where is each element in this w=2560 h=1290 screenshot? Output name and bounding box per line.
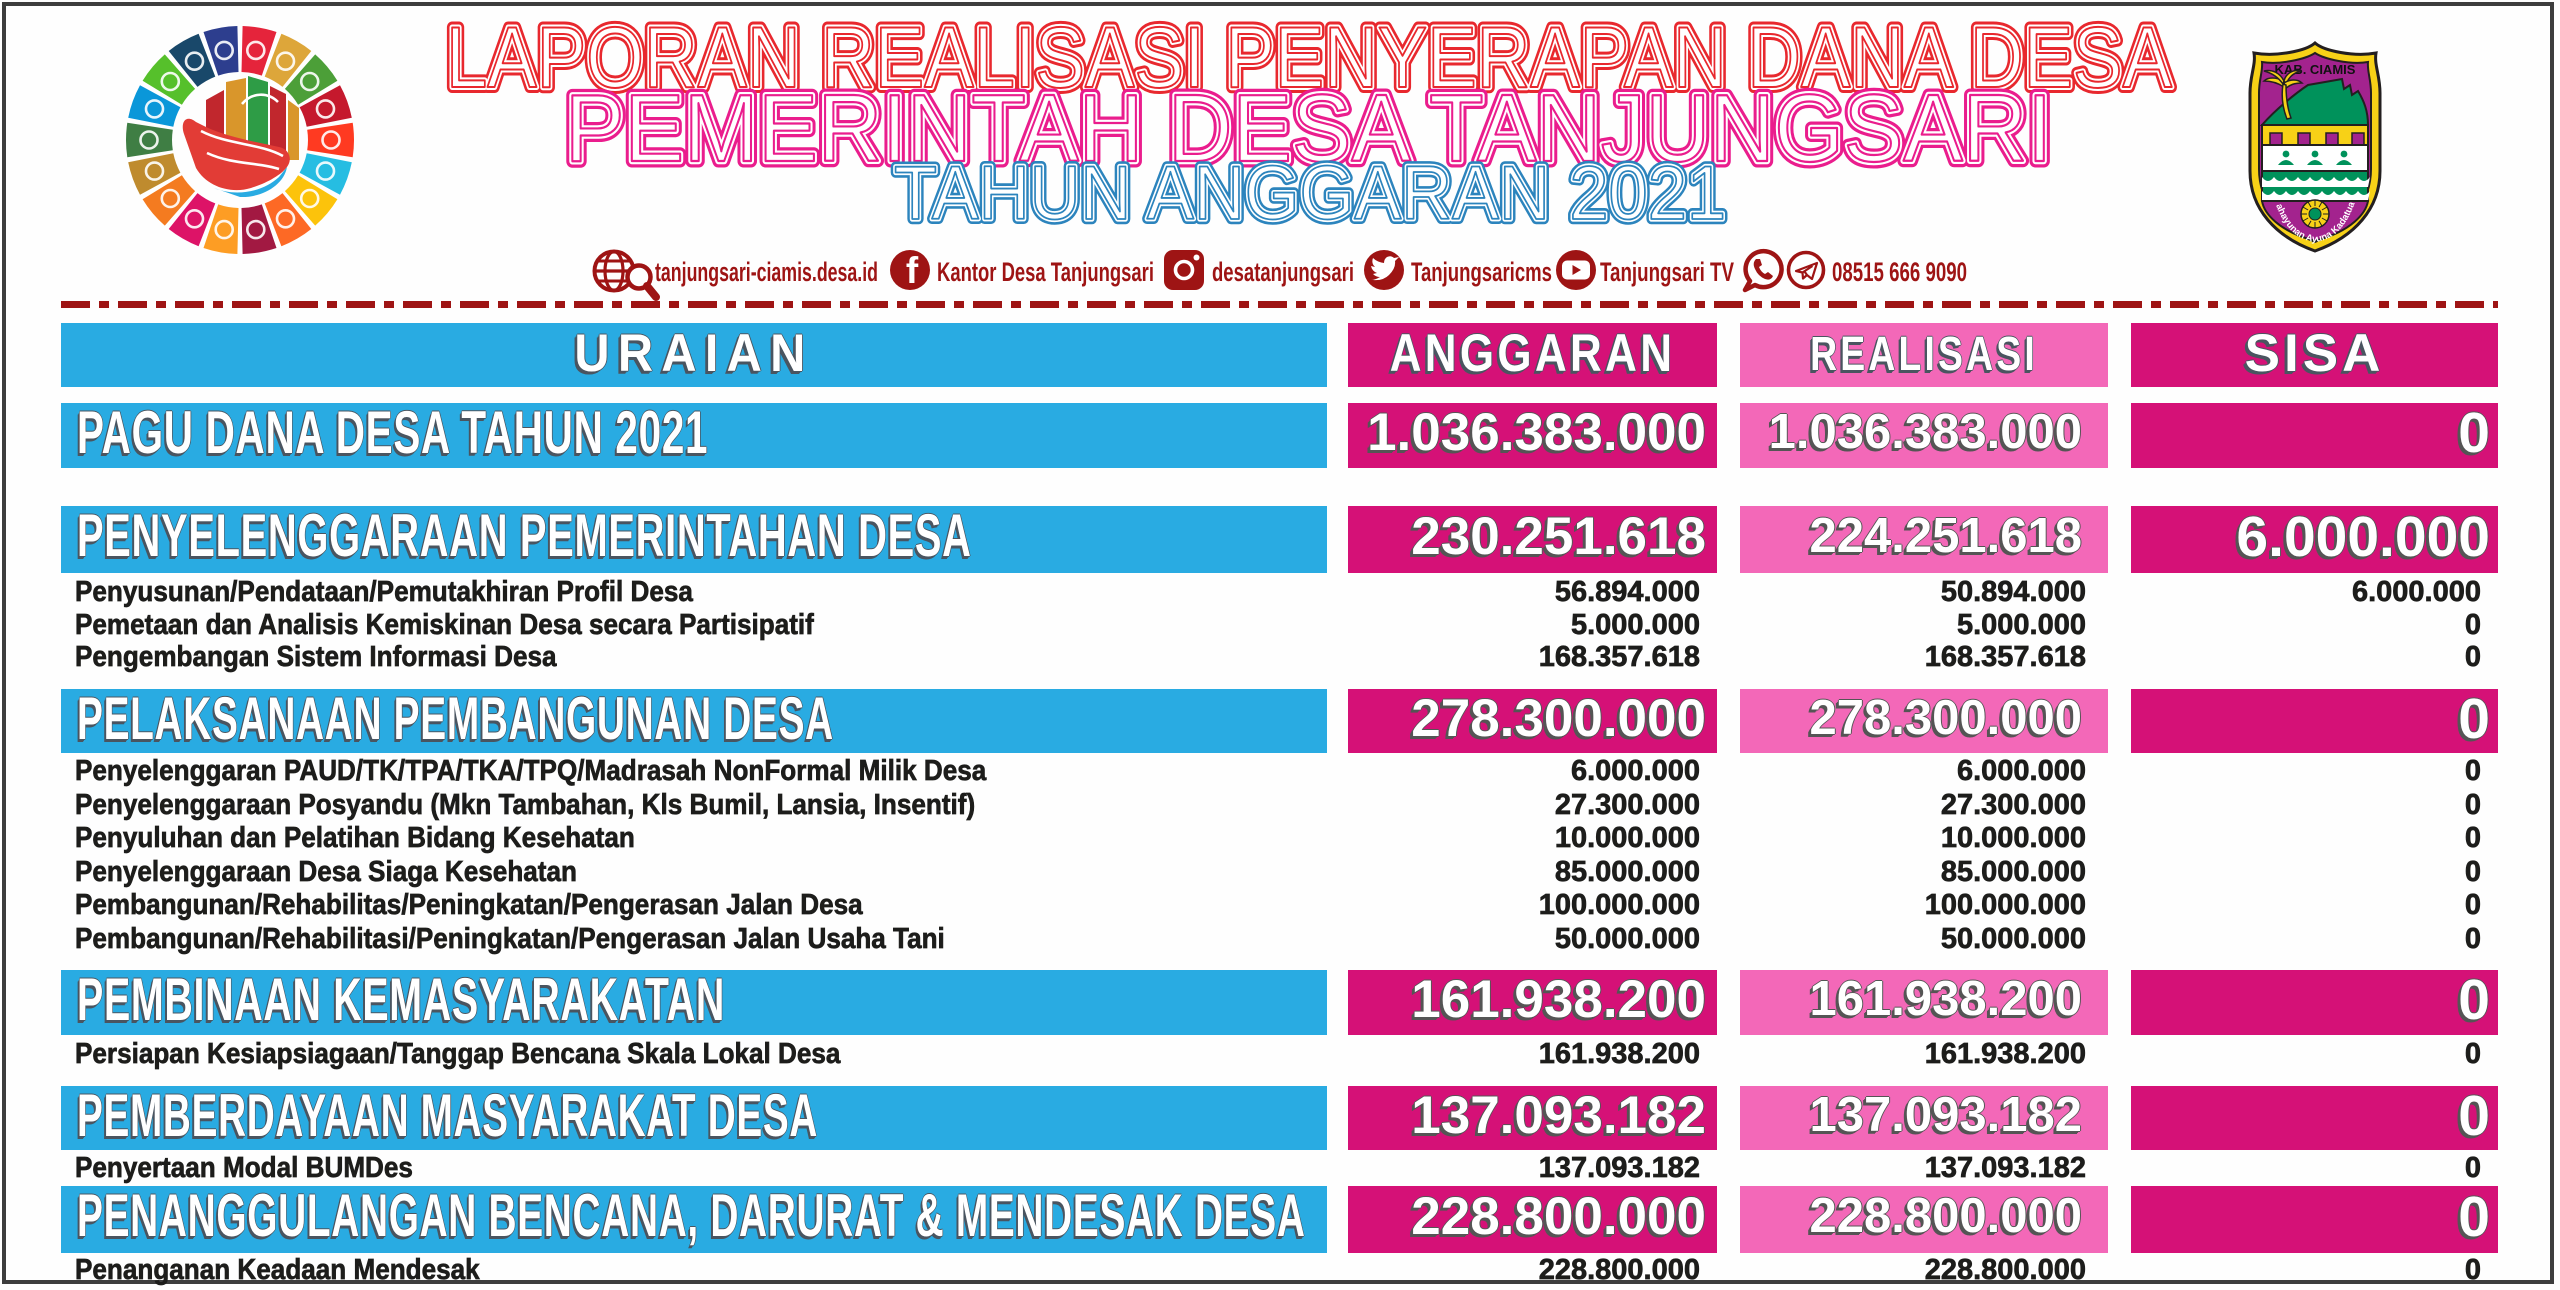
svg-text:Tanjungsari TV: Tanjungsari TV — [1600, 257, 1734, 287]
svg-text:TAHUN ANGGARAN 2021: TAHUN ANGGARAN 2021 — [894, 151, 1726, 236]
svg-text:TAHUN ANGGARAN 2021: TAHUN ANGGARAN 2021 — [894, 151, 1726, 236]
svg-text:LAPORAN REALISASI PENYERAPAN D: LAPORAN REALISASI PENYERAPAN DANA DESA — [446, 10, 2173, 106]
svg-text:Kantor Desa Tanjungsari: Kantor Desa Tanjungsari — [937, 257, 1154, 287]
svg-text:f: f — [906, 250, 919, 291]
svg-text:PEMERINTAH DESA TANJUNGSARI: PEMERINTAH DESA TANJUNGSARI — [565, 75, 2052, 182]
svg-text:TAHUN ANGGARAN 2021: TAHUN ANGGARAN 2021 — [894, 151, 1726, 236]
svg-text:LAPORAN REALISASI PENYERAPAN D: LAPORAN REALISASI PENYERAPAN DANA DESA — [446, 10, 2173, 106]
svg-text:PEMERINTAH DESA TANJUNGSARI: PEMERINTAH DESA TANJUNGSARI — [565, 75, 2052, 182]
svg-text:Tanjungsaricms: Tanjungsaricms — [1411, 257, 1552, 287]
svg-text:PEMERINTAH DESA TANJUNGSARI: PEMERINTAH DESA TANJUNGSARI — [565, 75, 2052, 182]
svg-text:08515 666 9090: 08515 666 9090 — [1832, 257, 1967, 287]
svg-text:LAPORAN REALISASI PENYERAPAN D: LAPORAN REALISASI PENYERAPAN DANA DESA — [446, 10, 2173, 106]
svg-text:desatanjungsari: desatanjungsari — [1212, 257, 1354, 287]
svg-text:tanjungsari-ciamis.desa.id: tanjungsari-ciamis.desa.id — [655, 257, 878, 287]
